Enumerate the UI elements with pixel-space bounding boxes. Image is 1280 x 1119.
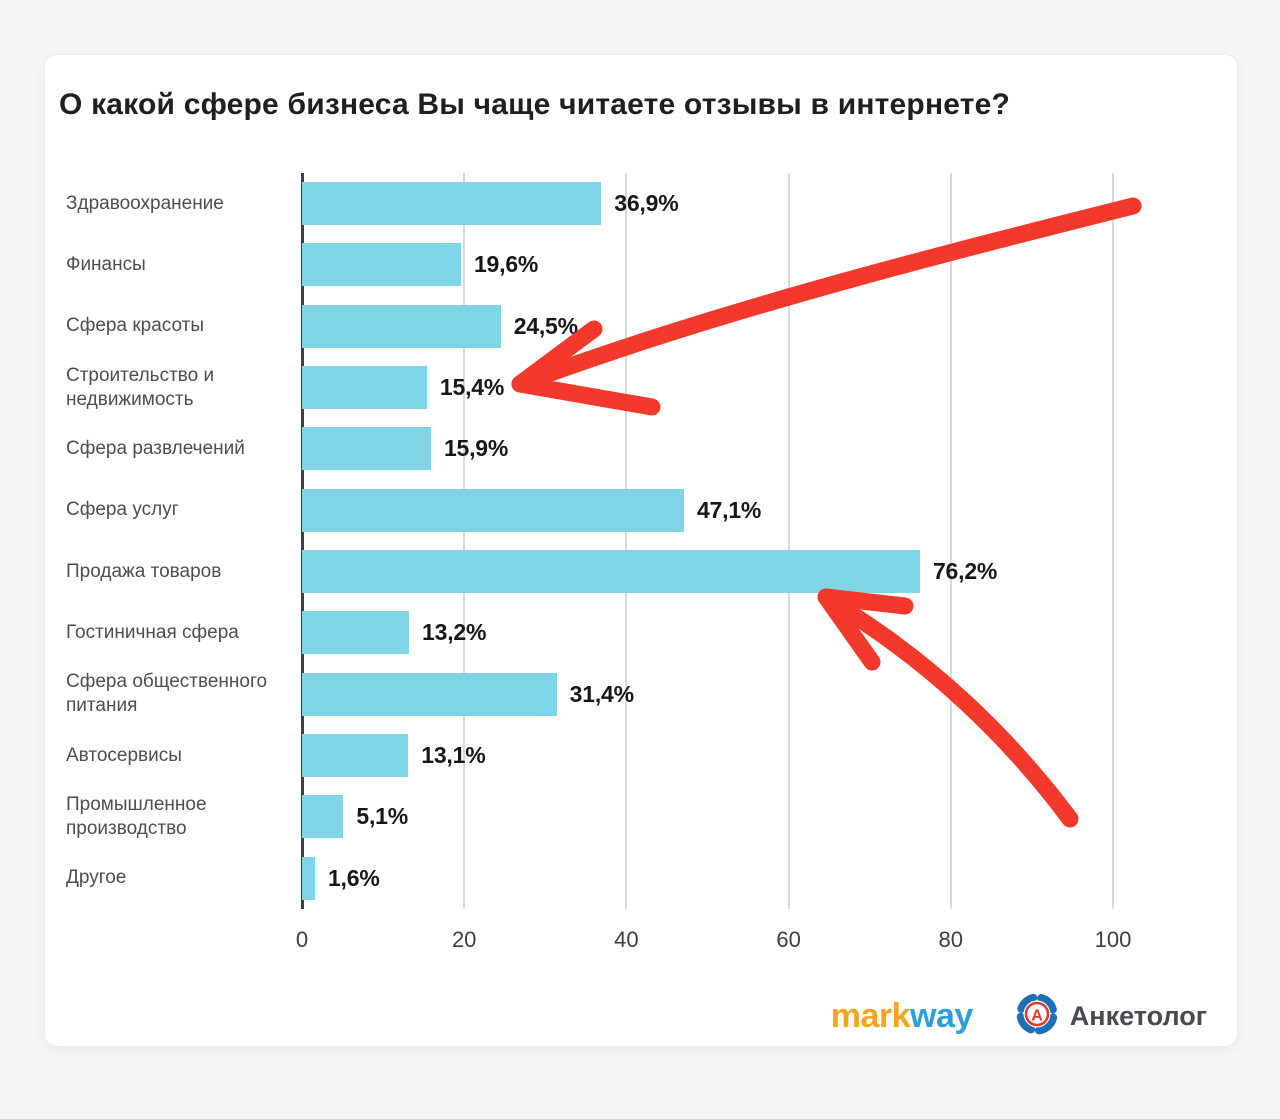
bar xyxy=(302,366,427,410)
bar-value-label: 31,4% xyxy=(569,680,634,707)
category-label: Сфера красоты xyxy=(66,315,205,337)
bar-row: 15,9% xyxy=(302,418,1113,479)
category-label: Автосервисы xyxy=(66,744,182,766)
bar xyxy=(302,795,344,839)
chart-card: О какой сфере бизнеса Вы чаще читаете от… xyxy=(45,55,1237,1046)
bar-row: 31,4% xyxy=(302,664,1113,725)
bar-row: 13,2% xyxy=(302,602,1113,663)
bar xyxy=(302,182,602,226)
gridline-20 xyxy=(463,173,466,909)
brand-bar: markway А Анкетолог xyxy=(831,992,1207,1041)
bar xyxy=(302,488,684,532)
bar xyxy=(302,243,461,287)
category-label: Строительство и недвижимость xyxy=(66,364,215,410)
gridline-40 xyxy=(625,173,628,909)
bars-area: 36,9% 19,6% 24,5% 15,4% 15,9% 47,1% 76,2% 13,2%… xyxy=(300,173,1114,909)
bar xyxy=(302,856,315,900)
x-tick-label: 80 xyxy=(938,927,964,952)
bar-row: 24,5% xyxy=(302,296,1113,357)
bar-value-label: 24,5% xyxy=(513,312,578,339)
bar-value-label: 15,4% xyxy=(439,374,505,401)
bar-value-label: 1,6% xyxy=(327,864,380,891)
bar-value-label: 76,2% xyxy=(932,558,998,585)
anketolog-gear-icon: А xyxy=(1015,992,1059,1041)
markway-logo-part1: mark xyxy=(830,997,911,1035)
category-label: Сфера развлечений xyxy=(66,438,245,459)
category-label: Гостиничная сфера xyxy=(66,621,239,643)
x-tick-label: 0 xyxy=(295,927,309,952)
bar-row: 15,4% xyxy=(302,357,1113,418)
category-label: Продажа товаров xyxy=(66,560,222,582)
y-axis-line xyxy=(300,173,304,909)
bar-row: 47,1% xyxy=(302,480,1113,541)
x-tick-label: 60 xyxy=(776,927,801,952)
category-label: Здравоохранение xyxy=(66,192,224,214)
markway-logo-part2: way xyxy=(910,997,973,1035)
bar xyxy=(302,734,409,778)
bar-value-label: 13,2% xyxy=(422,619,487,646)
bar xyxy=(302,304,501,348)
x-tick-label: 20 xyxy=(451,927,477,952)
category-label: Промышленное производство xyxy=(66,794,207,839)
gridline-100 xyxy=(1112,173,1114,909)
anketolog-logo: А Анкетолог xyxy=(1015,992,1207,1041)
bar xyxy=(302,611,410,655)
anketolog-logo-label: Анкетолог xyxy=(1069,1001,1207,1031)
bar-row: 1,6% xyxy=(302,848,1113,909)
bar-value-label: 47,1% xyxy=(696,496,762,523)
markway-logo: markway xyxy=(830,997,974,1036)
category-label: Сфера общественного питания xyxy=(66,671,268,717)
bar-value-label: 5,1% xyxy=(356,803,408,830)
bar xyxy=(302,427,431,471)
bar xyxy=(302,550,920,594)
bar-row: 5,1% xyxy=(302,786,1113,847)
bar xyxy=(302,672,557,716)
category-label: Другое xyxy=(66,867,127,889)
chart-title: О какой сфере бизнеса Вы чаще читаете от… xyxy=(59,88,1011,121)
x-tick-label: 100 xyxy=(1094,927,1132,952)
x-axis-ticks: 0 20 40 60 80 100 xyxy=(296,927,1131,957)
bar-row: 19,6% xyxy=(302,234,1113,295)
bar-row: 76,2% xyxy=(302,541,1113,602)
bar-row: 13,1% xyxy=(302,725,1113,786)
bar-value-label: 13,1% xyxy=(421,742,486,769)
gridline-80 xyxy=(949,173,952,909)
bar-value-label: 36,9% xyxy=(614,190,679,217)
gridline-60 xyxy=(787,173,790,909)
x-tick-label: 40 xyxy=(614,927,639,952)
bar-value-label: 19,6% xyxy=(473,251,539,278)
category-label: Сфера услуг xyxy=(66,499,179,521)
category-labels-column: Здравоохранение Финансы Сфера красоты Строи… xyxy=(66,173,300,909)
bar-row: 36,9% xyxy=(302,173,1113,234)
category-label: Финансы xyxy=(66,254,146,276)
bar-value-label: 15,9% xyxy=(443,435,509,462)
svg-text:А: А xyxy=(1031,1008,1043,1025)
